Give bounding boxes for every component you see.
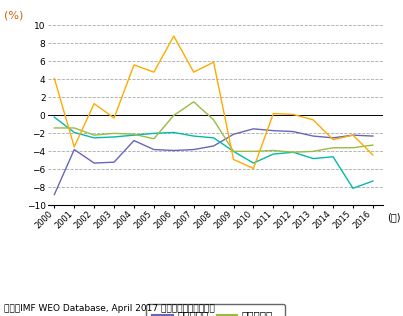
Text: (%): (%) [4,10,23,21]
Text: (年): (年) [387,212,400,222]
Text: 資料：IMF WEO Database, April 2017 から経済産業省作成。: 資料：IMF WEO Database, April 2017 から経済産業省作… [4,304,215,313]
Legend: エチオピア, ケニア, 南アフリカ, ナイジェリア: エチオピア, ケニア, 南アフリカ, ナイジェリア [146,304,285,316]
